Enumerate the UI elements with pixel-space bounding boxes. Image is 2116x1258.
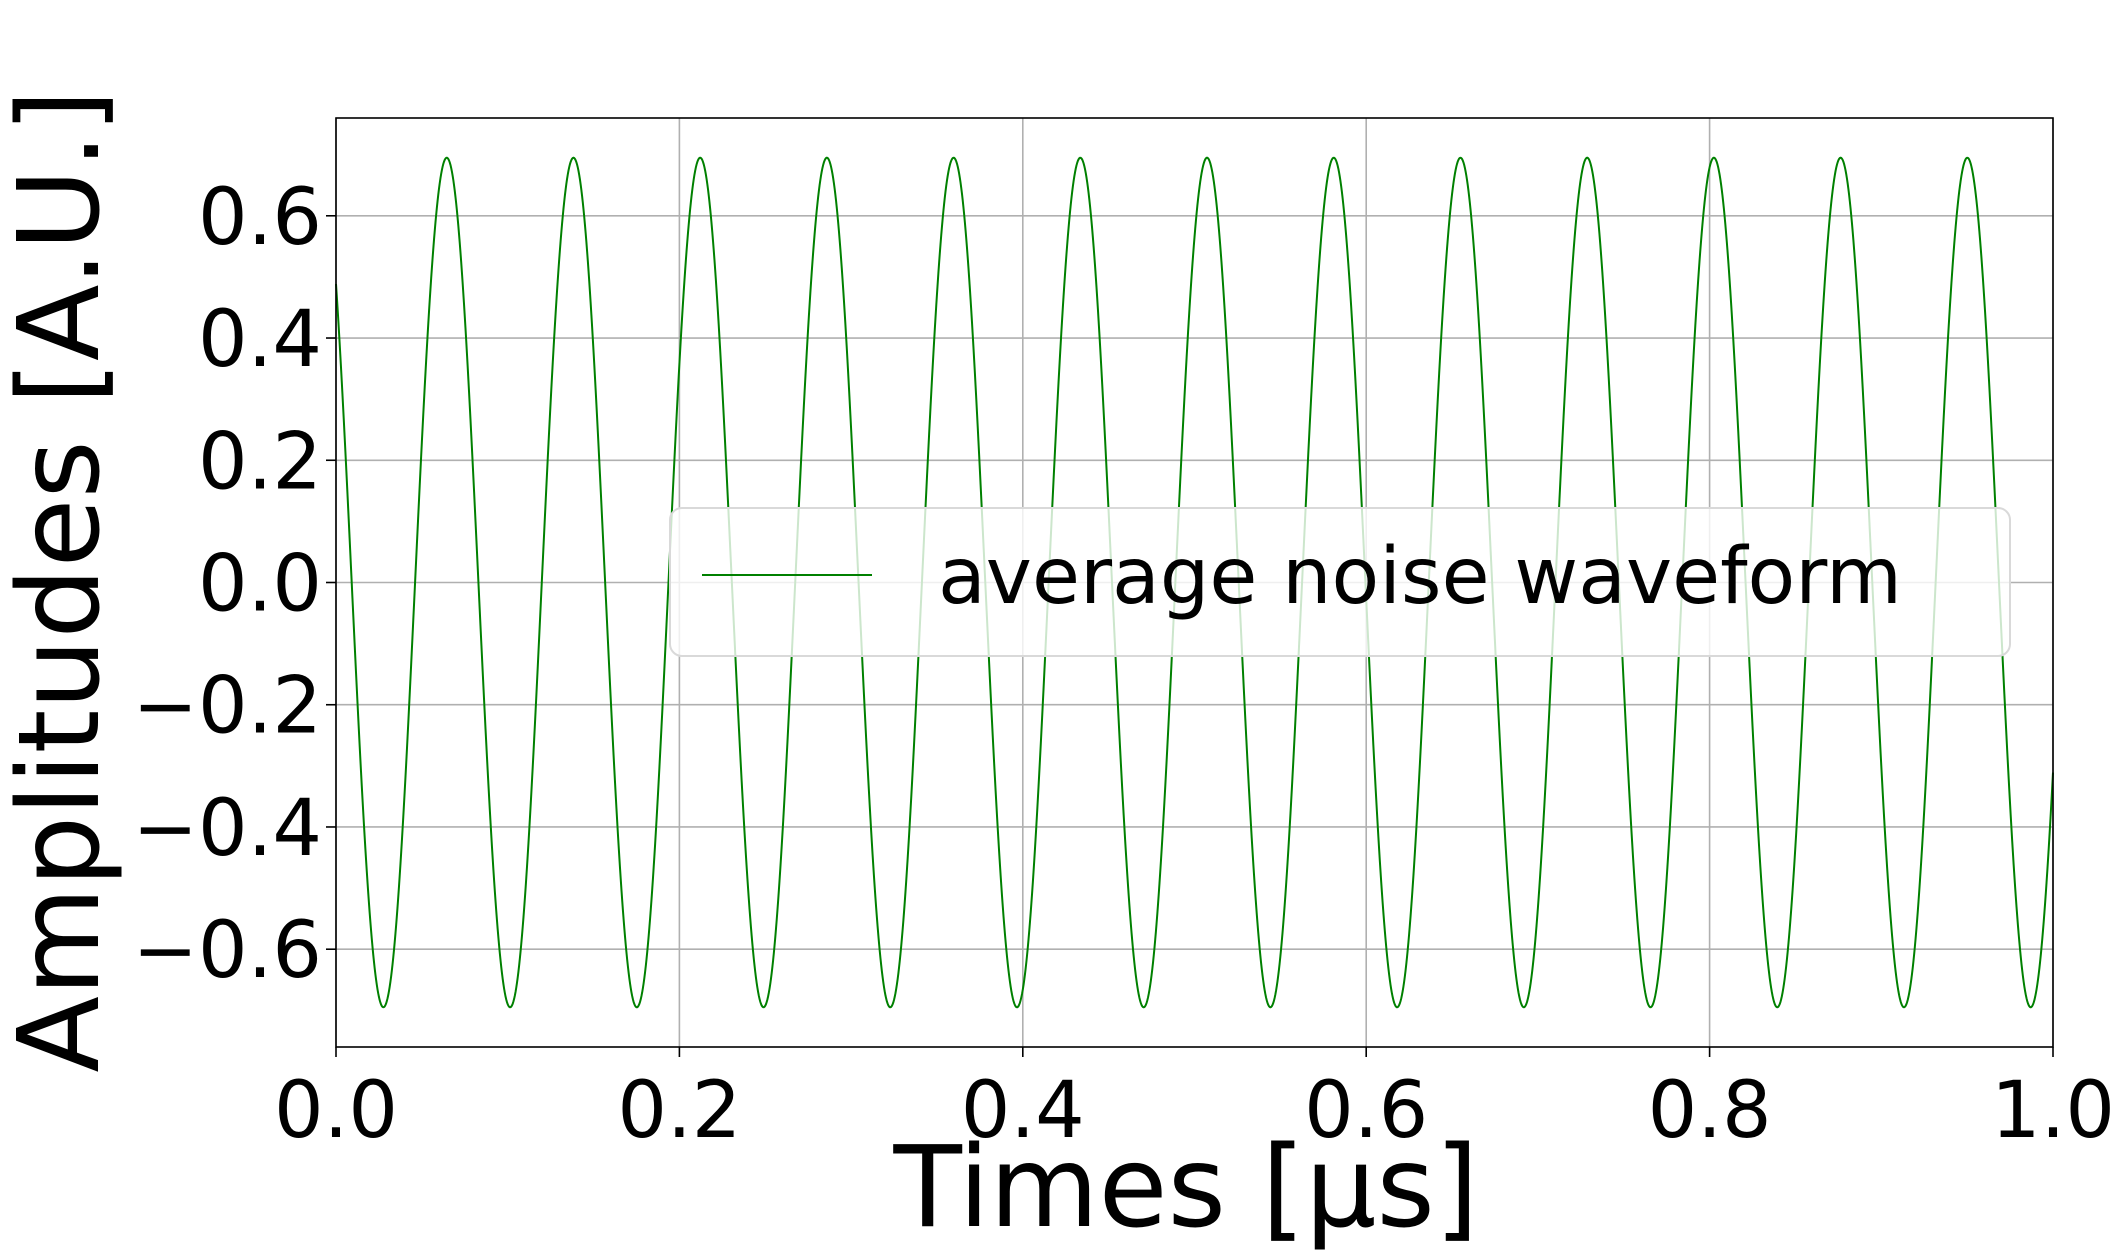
x-tick-label: 0.8 xyxy=(1648,1066,1772,1156)
y-tick-label: 0.4 xyxy=(198,295,322,385)
y-tick-label: 0.6 xyxy=(198,173,322,263)
x-tick-label: 0.4 xyxy=(961,1066,1085,1156)
legend-box xyxy=(669,507,2011,657)
x-axis-label: Times [μs] xyxy=(892,1123,1478,1253)
x-tick-label: 0.0 xyxy=(274,1066,398,1156)
y-axis-label: Amplitudes [A.U.] xyxy=(0,89,125,1072)
x-tick-label: 1.0 xyxy=(1991,1066,2115,1156)
series-layer xyxy=(335,156,2054,1009)
y-tick-label: −0.2 xyxy=(133,662,322,752)
y-tick-label: −0.6 xyxy=(133,906,322,996)
y-tick-label: 0.0 xyxy=(198,540,322,630)
tick-labels: 0.0 0.2 0.4 0.6 0.8 1.0 −0.6 −0.4 −0.2 0.0 0.2 0.4 0… xyxy=(133,173,2115,1156)
y-tick-label: −0.4 xyxy=(133,784,322,874)
legend: average noise waveform xyxy=(669,507,2011,657)
series-line xyxy=(335,156,2054,1009)
legend-entry-label: average noise waveform xyxy=(938,532,1902,622)
ticks xyxy=(326,214,2054,1057)
y-tick-label: 0.2 xyxy=(198,417,322,507)
x-tick-label: 0.2 xyxy=(617,1066,741,1156)
x-tick-label: 0.6 xyxy=(1304,1066,1428,1156)
